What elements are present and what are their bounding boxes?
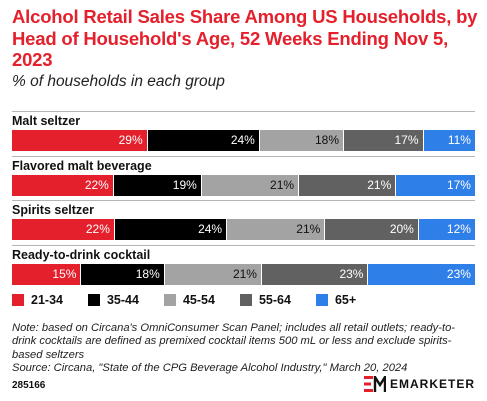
data-label: 11% <box>447 133 471 147</box>
legend-swatch <box>163 294 176 306</box>
data-label: 24% <box>198 222 223 236</box>
bar-segment: 23% <box>261 263 369 285</box>
data-label: 18% <box>315 133 340 147</box>
data-label: 17% <box>394 133 419 147</box>
legend-label: 55-64 <box>258 293 291 307</box>
data-label: 19% <box>172 177 197 192</box>
data-label: 23% <box>446 266 471 281</box>
source-text: Source: Circana, "State of the CPG Bever… <box>12 361 408 374</box>
chart-id: 285166 <box>12 380 46 391</box>
bar-segment: 20% <box>325 219 419 240</box>
bar-segment: 21% <box>299 174 397 196</box>
data-label: 21% <box>232 266 257 281</box>
bar-segment: 15% <box>12 263 82 285</box>
legend: 21-34 35-44 45-54 55-64 65+ <box>12 293 381 307</box>
legend-item: 65+ <box>315 293 357 307</box>
row-divider <box>12 244 475 246</box>
bar-segment: 17% <box>344 130 424 151</box>
note-text: Note: based on Circana's OmniConsumer Sc… <box>12 322 456 361</box>
legend-item: 35-44 <box>87 293 139 307</box>
legend-swatch <box>239 294 252 306</box>
bar-segment: 21% <box>201 174 300 196</box>
stacked-bar: 29% 24% 18% 17% 11% <box>12 130 475 151</box>
legend-item: 55-64 <box>239 293 291 307</box>
row-divider <box>12 200 475 201</box>
data-label: 22% <box>85 222 110 236</box>
legend-label: 65+ <box>334 293 357 307</box>
bar-segment: 11% <box>423 130 475 151</box>
bar-segment: 18% <box>259 130 345 151</box>
bar-segment: 29% <box>12 130 148 151</box>
data-label: 20% <box>389 222 414 236</box>
data-label: 22% <box>84 177 109 192</box>
legend-label: 35-44 <box>106 293 139 307</box>
legend-label: 45-54 <box>182 293 215 307</box>
legend-swatch <box>87 294 100 306</box>
chart-title: Alcohol Retail Sales Share Among US Hous… <box>12 6 478 70</box>
stacked-bar: 15% 18% 21% 23% 23% <box>12 263 475 285</box>
bar-segment: 17% <box>396 174 475 196</box>
legend-item: 21-34 <box>12 293 63 307</box>
stacked-bar: 22% 24% 21% 20% 12% <box>12 219 475 240</box>
data-label: 24% <box>230 133 255 147</box>
bar-segment: 18% <box>81 263 165 285</box>
category-label: Ready-to-drink cocktail <box>12 247 151 262</box>
bar-segment: 22% <box>12 219 115 240</box>
data-label: 23% <box>339 266 364 281</box>
data-label: 21% <box>367 177 392 192</box>
data-label: 29% <box>118 133 143 147</box>
legend-swatch <box>12 294 24 306</box>
category-label: Malt seltzer <box>12 114 81 128</box>
brand-logo: EMARKETER <box>363 376 475 392</box>
bar-segment: 19% <box>113 174 202 196</box>
legend-label: 21-34 <box>31 293 63 307</box>
data-label: 18% <box>135 266 160 281</box>
bar-segment: 24% <box>147 130 260 151</box>
bar-segment: 22% <box>12 174 114 196</box>
legend-item: 45-54 <box>163 293 215 307</box>
category-label: Spirits seltzer <box>12 203 94 217</box>
bar-segment: 24% <box>114 219 228 240</box>
row-divider <box>12 155 475 157</box>
bar-segment: 23% <box>368 263 475 285</box>
emarketer-logo-icon <box>363 376 386 392</box>
data-label: 12% <box>446 222 471 236</box>
bar-segment: 21% <box>164 263 262 285</box>
chart-subtitle: % of households in each group <box>12 73 225 90</box>
bar-segment: 21% <box>227 219 326 240</box>
stacked-bar: 22% 19% 21% 21% 17% <box>12 174 475 196</box>
data-label: 21% <box>296 222 321 236</box>
data-label: 17% <box>446 177 471 192</box>
brand-name: EMARKETER <box>389 377 475 391</box>
data-label: 21% <box>270 177 295 192</box>
category-label: Flavored malt beverage <box>12 158 152 173</box>
footnote: Note: based on Circana's OmniConsumer Sc… <box>12 322 472 375</box>
data-label: 15% <box>52 266 77 281</box>
row-divider <box>12 111 475 112</box>
legend-swatch <box>315 294 328 306</box>
bar-segment: 12% <box>418 219 475 240</box>
